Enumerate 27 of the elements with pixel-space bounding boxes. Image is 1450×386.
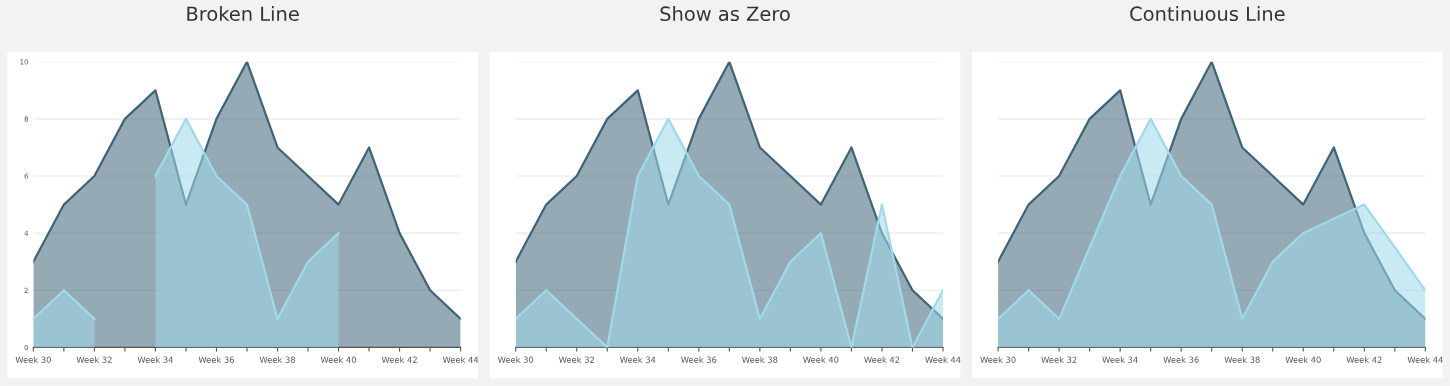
x-tick-label: Week 44 (925, 356, 961, 363)
x-tick-label: Week 34 (137, 356, 173, 363)
x-tick-label: Week 34 (620, 356, 656, 363)
x-tick-label: Week 38 (259, 356, 295, 363)
x-tick-label: Week 30 (15, 356, 51, 363)
x-tick-label: Week 42 (1346, 356, 1382, 363)
x-tick-label: Week 40 (320, 356, 357, 363)
x-tick-label: Week 38 (742, 356, 778, 363)
x-tick-label: Week 36 (1163, 356, 1199, 363)
x-tick-label: Week 44 (1407, 356, 1443, 363)
x-tick-label: Week 32 (558, 356, 594, 363)
x-tick-label: Week 40 (1285, 356, 1321, 363)
x-tick-label: Week 38 (1224, 356, 1260, 363)
x-tick-label: Week 42 (381, 356, 417, 363)
chart-title: Continuous Line (1130, 6, 1285, 22)
x-tick-label: Week 32 (1041, 356, 1077, 363)
x-tick-label: Week 32 (76, 356, 112, 363)
x-tick-label: Week 30 (497, 356, 534, 363)
x-tick-label: Week 44 (442, 356, 479, 363)
chart-title: Show as Zero (660, 6, 790, 22)
x-tick-label: Week 34 (1102, 356, 1138, 363)
x-tick-label: Week 40 (803, 356, 839, 363)
x-tick-label: Week 42 (864, 356, 900, 363)
x-tick-label: Week 36 (198, 356, 234, 363)
x-tick-label: Week 36 (681, 356, 717, 363)
x-tick-label: Week 30 (980, 356, 1016, 363)
chart-title: Broken Line (187, 6, 299, 22)
